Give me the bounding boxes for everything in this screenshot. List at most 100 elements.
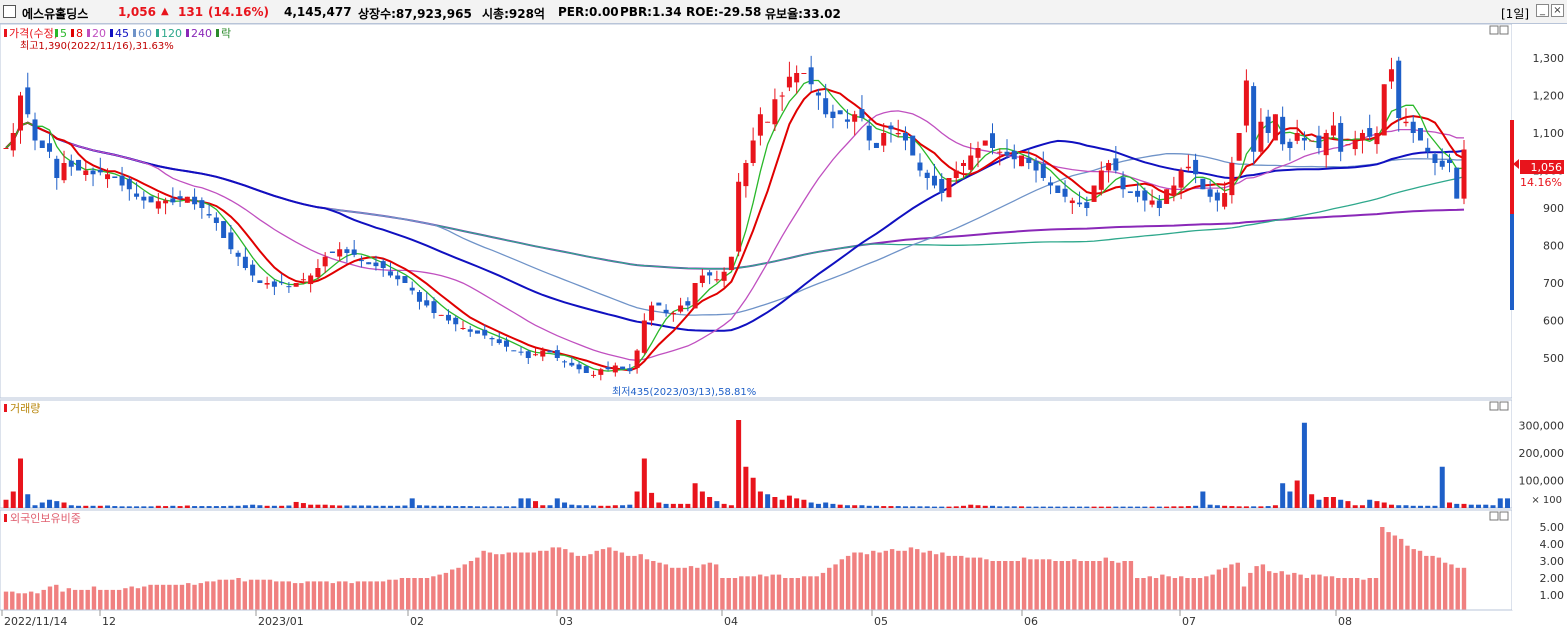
foreign-bar [406, 578, 411, 610]
candle [1381, 84, 1387, 136]
checkbox-icon[interactable] [3, 5, 16, 18]
current-price-tag [1520, 160, 1564, 174]
candle [1367, 114, 1373, 141]
volume-bar [54, 501, 60, 508]
candle [990, 123, 996, 155]
candle [1164, 189, 1170, 204]
volume-bar [1280, 483, 1286, 508]
volume-bar [895, 506, 901, 508]
foreign-bar [1160, 574, 1165, 610]
price-pointer-icon [1513, 159, 1519, 169]
volume-bar [1490, 505, 1496, 508]
volume-bar [264, 505, 270, 508]
foreign-bar [299, 583, 304, 610]
legend-item-7: 240 [191, 27, 212, 40]
foreign-bar [902, 550, 907, 610]
volume-bar [402, 505, 408, 508]
volume-bar [533, 501, 539, 508]
candle [1069, 197, 1075, 214]
foreign-bar [757, 574, 763, 610]
volume-bar [830, 503, 836, 508]
minimize-icon[interactable]: _ [1536, 4, 1549, 17]
foreign-bar [984, 559, 989, 610]
close-icon[interactable]: × [1551, 4, 1564, 17]
volume-bar [866, 505, 872, 508]
volume-bar [1178, 506, 1184, 508]
candle [620, 366, 626, 370]
candle [496, 332, 502, 345]
foreign-bar [996, 561, 1002, 610]
candle [627, 363, 633, 374]
foreign-bar [550, 547, 555, 610]
y-axis-area [1512, 24, 1567, 610]
volume-bar [192, 506, 198, 508]
price-panel-controls[interactable] [1489, 25, 1509, 521]
foreign-bar [1461, 567, 1467, 610]
candle [1062, 180, 1068, 203]
volume-panel[interactable] [0, 399, 1513, 509]
volume-marker-icon [4, 404, 7, 412]
foreign-bar [123, 588, 128, 610]
candle [576, 361, 582, 374]
foreign-bar [217, 579, 222, 610]
volume-bar [939, 506, 945, 508]
volume-bar [1251, 506, 1257, 508]
foreign-bar [770, 574, 775, 610]
period-selector[interactable]: [1일] [1501, 7, 1530, 21]
volume-bar [1207, 504, 1213, 508]
foreign-bar [412, 578, 417, 610]
foreign-bar [795, 578, 801, 610]
foreign-bar [852, 552, 857, 610]
volume-bar [721, 503, 727, 508]
foreign-bar [519, 552, 524, 610]
volume-bar [924, 506, 930, 508]
foreign-bar [889, 549, 895, 610]
stock-header-bar: 에스유홀딩스 1,056 ▲ 131 (14.16%) 4,145,477 상장… [0, 0, 1567, 24]
foreign-bar [701, 564, 706, 610]
foreign-bar [10, 591, 15, 610]
candle [105, 168, 111, 188]
volume-bar [1352, 505, 1358, 508]
foreign-bar [569, 552, 574, 610]
volume-bar [1483, 504, 1489, 508]
volume-bar [823, 502, 829, 508]
volume-bar [946, 506, 952, 508]
volume-bar [228, 505, 234, 508]
foreign-bar [1424, 555, 1429, 610]
volume-bar [612, 505, 618, 508]
volume-bar [1396, 505, 1402, 508]
foreign-bar [305, 581, 310, 610]
volume-bar [438, 505, 444, 508]
candle [837, 110, 843, 115]
candle [511, 350, 517, 352]
candle [54, 155, 60, 190]
volume-bar [126, 506, 132, 508]
foreign-bar [688, 566, 694, 610]
foreign-bar [198, 583, 204, 610]
x-label-3: 02 [410, 615, 424, 628]
price-panel[interactable] [0, 24, 1513, 399]
foreign-label: 외국인보유비중 [10, 512, 81, 525]
candle [358, 255, 364, 268]
foreign-bar [1323, 576, 1328, 610]
volume-bar [736, 420, 742, 508]
volume-bar [1323, 497, 1329, 508]
volume-bar [1287, 491, 1293, 508]
foreign-bar [1204, 576, 1209, 610]
volume-bar [1106, 506, 1112, 508]
candle [1193, 153, 1199, 184]
foreign-bar [801, 576, 807, 610]
stock-chart[interactable]: 가격(수정) 5 8 20 45 60 120 240 락 최고1,390(2022/11/16… [0, 24, 1567, 630]
volume-bar [917, 506, 923, 508]
volume-bar [1301, 422, 1307, 508]
foreign-tick-4: 1.00 [1540, 589, 1565, 602]
foreign-bar [393, 579, 398, 610]
volume-bar [467, 506, 473, 508]
candle [366, 262, 372, 265]
stock-name[interactable]: 에스유홀딩스 [22, 7, 89, 21]
volume-bar [692, 483, 698, 508]
foreign-bar [1191, 578, 1196, 610]
foreign-bar [104, 589, 109, 610]
legend-item-0: 가격(수정) [9, 27, 58, 40]
candle [1251, 82, 1257, 165]
